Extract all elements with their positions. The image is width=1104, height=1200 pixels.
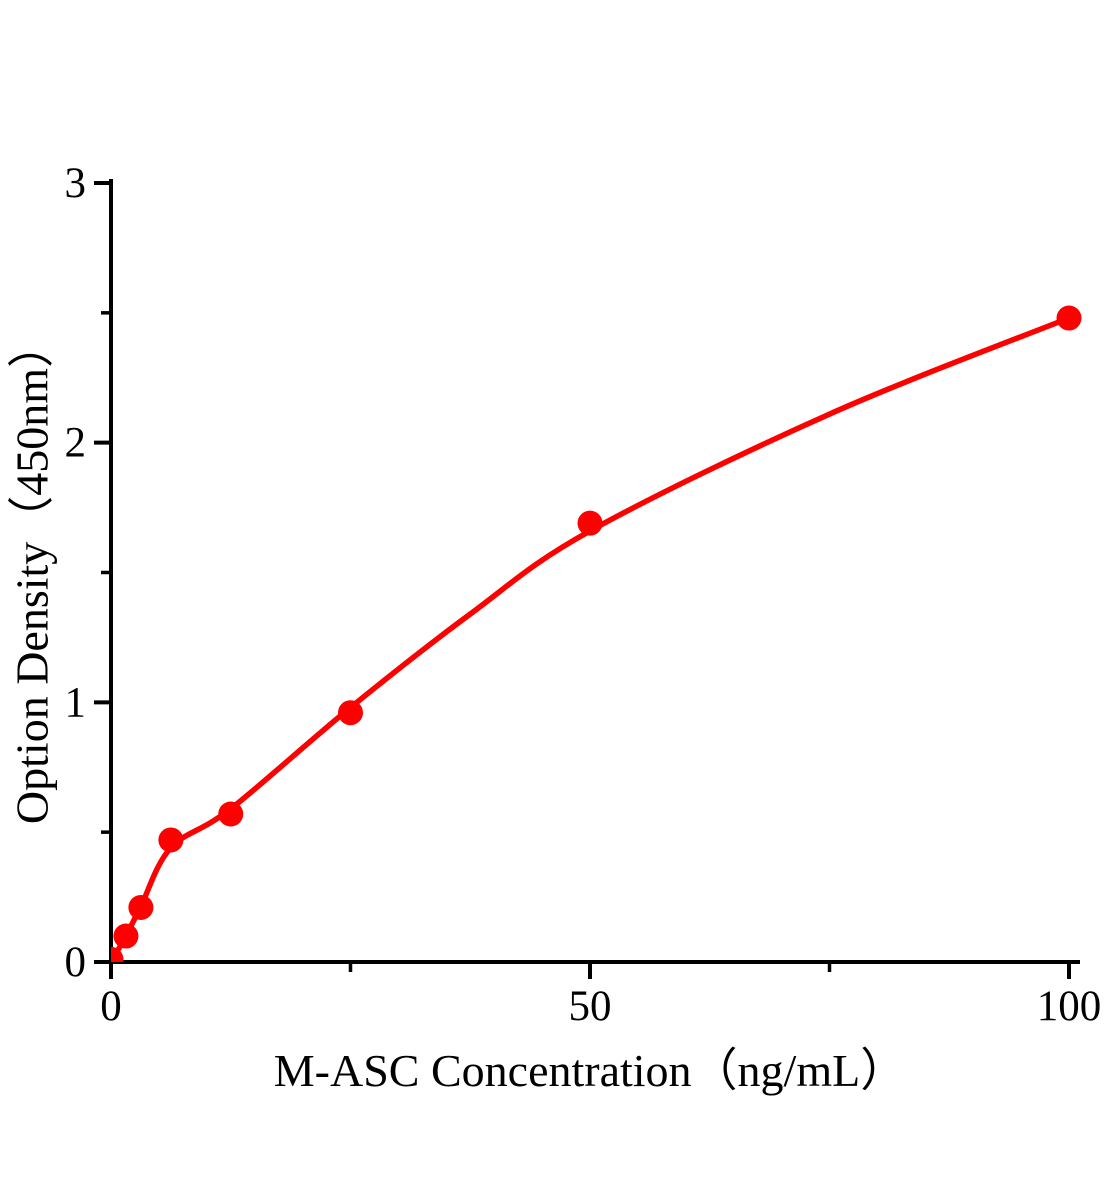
- x-axis-tick-label: 50: [569, 983, 612, 1030]
- data-point: [577, 510, 603, 536]
- y-axis-tick-label: 1: [65, 679, 87, 726]
- fit-curve: [111, 315, 1071, 962]
- y-axis-title: Option Density（450nm）: [6, 321, 58, 825]
- y-axis-tick-label: 2: [65, 420, 87, 467]
- y-axis-tick-label: 0: [65, 939, 87, 986]
- data-point: [111, 946, 124, 962]
- x-axis-tick-label: 100: [1037, 983, 1102, 1030]
- data-point: [218, 801, 244, 827]
- data-point: [128, 894, 154, 920]
- axis-spines: [109, 179, 1080, 964]
- data-point: [158, 827, 184, 853]
- data-point: [113, 923, 139, 949]
- x-axis-tick-label: 0: [100, 983, 122, 1030]
- y-axis-tick-label: 3: [65, 160, 87, 207]
- data-point: [338, 700, 363, 726]
- x-axis-title: M-ASC Concentration（ng/mL）: [273, 1045, 907, 1096]
- data-point: [1056, 305, 1082, 331]
